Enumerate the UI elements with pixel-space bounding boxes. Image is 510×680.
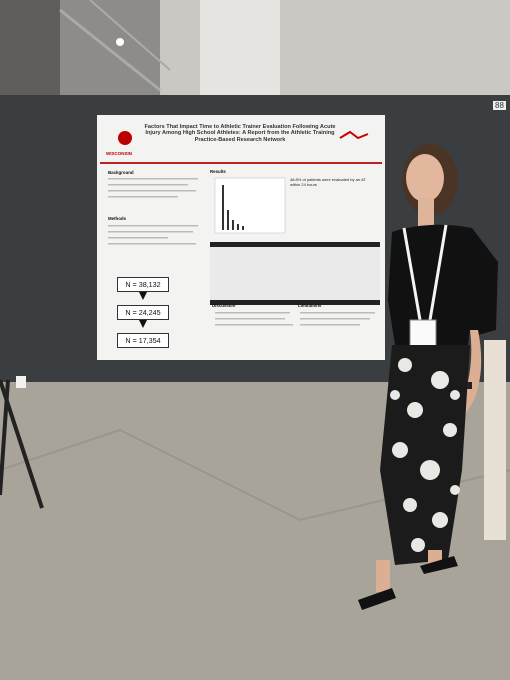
top <box>388 224 498 345</box>
floral-print <box>390 358 460 552</box>
leg <box>376 560 390 592</box>
institution: WISCONSIN <box>106 151 133 156</box>
logo <box>118 131 132 145</box>
flow-box: N = 17,354 <box>117 333 169 348</box>
results-table <box>210 242 380 300</box>
post <box>484 340 506 540</box>
arm <box>456 330 482 420</box>
skirt <box>380 345 470 565</box>
chart-bar <box>237 224 239 230</box>
beam <box>89 0 171 71</box>
section-heading: Discussion <box>212 303 236 308</box>
chart-bar <box>232 220 234 230</box>
flow-box: N = 24,245 <box>117 305 169 320</box>
sandal <box>358 588 396 610</box>
stand-leg <box>0 379 10 496</box>
section-heading: Methods <box>108 216 127 221</box>
board-number: 88 <box>493 101 506 111</box>
poster-title: Factors That Impact Time to Athletic Tra… <box>144 124 336 143</box>
table-header <box>210 242 380 247</box>
section-heading: Background <box>108 170 134 175</box>
chart-bar <box>227 210 229 230</box>
section-heading: Limitations <box>298 303 322 308</box>
chart-bar <box>242 226 244 230</box>
table-header <box>210 300 380 305</box>
pillar <box>200 0 280 100</box>
sandal <box>420 556 458 574</box>
beam <box>59 8 161 92</box>
results-chart <box>214 177 286 234</box>
key-finding: 48.8% of patients were evaluated by an A… <box>290 177 366 187</box>
logo <box>339 130 369 140</box>
flow-box: N = 38,132 <box>117 277 169 292</box>
section-heading: Results <box>210 169 226 174</box>
ceiling-light <box>116 38 124 46</box>
cup <box>16 376 26 388</box>
face <box>406 154 444 202</box>
neck <box>418 198 434 228</box>
poster-rule <box>100 162 382 164</box>
lanyard <box>402 227 422 321</box>
ceiling-shadow <box>0 0 60 100</box>
text-lines <box>108 178 375 326</box>
flow-arrow <box>139 292 147 328</box>
lanyard <box>428 224 448 321</box>
chart-bar <box>222 185 224 230</box>
